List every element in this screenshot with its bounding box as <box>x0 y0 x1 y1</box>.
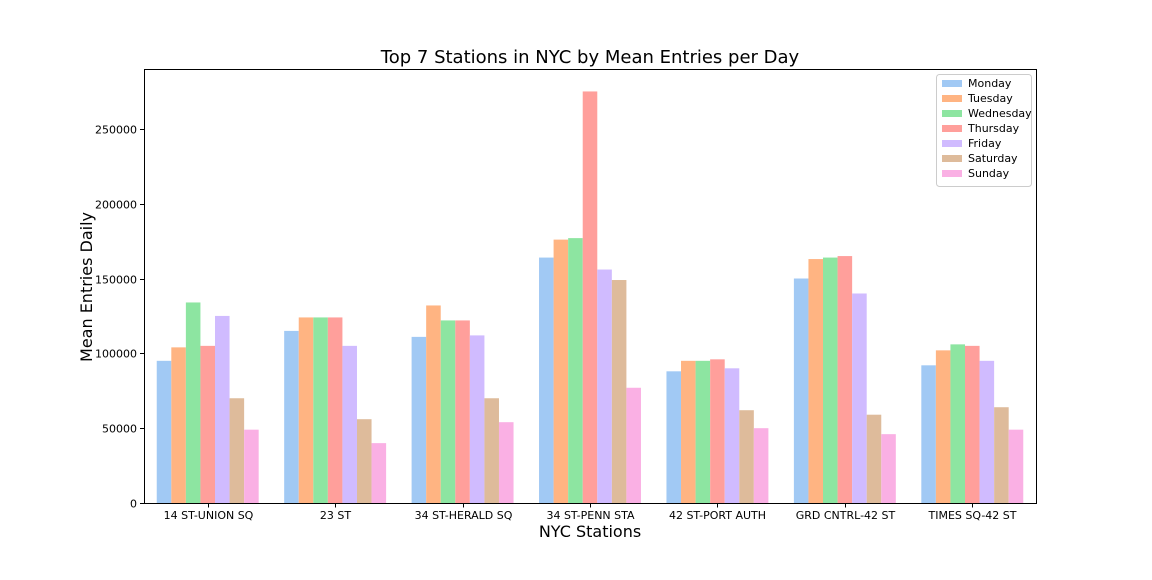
y-tick-label: 0 <box>130 498 137 511</box>
bar-sunday-7 <box>1008 429 1024 503</box>
bar-sunday-3 <box>498 422 514 503</box>
chart-title: Top 7 Stations in NYC by Mean Entries pe… <box>380 47 800 68</box>
legend-swatch-tuesday <box>942 95 962 102</box>
bar-monday-5 <box>666 371 682 503</box>
x-tick-label: 34 ST-PENN STA <box>546 509 635 522</box>
bar-monday-1 <box>156 360 172 503</box>
bar-friday-1 <box>214 315 230 503</box>
bar-wednesday-6 <box>823 257 838 503</box>
bar-friday-5 <box>724 368 740 503</box>
legend-swatch-wednesday <box>942 110 962 117</box>
x-axis: 14 ST-UNION SQ 23 ST 34 ST-HERALD SQ 34 ST-… <box>164 503 1017 522</box>
bar-tuesday-4 <box>553 239 569 503</box>
legend-label-wednesday: Wednesday <box>968 107 1032 120</box>
bar-saturday-5 <box>739 410 754 503</box>
bar-wednesday-2 <box>313 317 328 503</box>
bar-saturday-1 <box>229 398 245 503</box>
y-tick-label: 50000 <box>102 423 137 436</box>
bar-monday-6 <box>793 278 809 503</box>
bar-tuesday-7 <box>935 350 951 503</box>
bar-monday-3 <box>411 336 427 503</box>
y-tick-label: 200000 <box>95 199 137 212</box>
bar-friday-3 <box>469 335 485 503</box>
bar-saturday-4 <box>611 280 627 503</box>
bars-group <box>156 91 1024 503</box>
x-tick-label: TIMES SQ-42 ST <box>928 509 1017 522</box>
bar-thursday-6 <box>837 256 853 503</box>
bar-monday-2 <box>284 330 299 503</box>
bar-sunday-4 <box>626 387 641 503</box>
bar-thursday-5 <box>710 359 725 503</box>
bar-friday-4 <box>597 269 612 503</box>
legend-label-saturday: Saturday <box>968 152 1018 165</box>
y-tick-label: 100000 <box>95 348 137 361</box>
bar-sunday-1 <box>244 429 259 503</box>
legend-swatch-saturday <box>942 155 962 162</box>
bar-friday-6 <box>852 293 867 503</box>
bar-sunday-5 <box>753 428 769 503</box>
bar-thursday-7 <box>965 345 980 503</box>
legend-label-tuesday: Tuesday <box>967 92 1013 105</box>
legend-label-thursday: Thursday <box>967 122 1020 135</box>
bar-wednesday-1 <box>185 302 201 503</box>
bar-saturday-2 <box>356 419 372 503</box>
legend-swatch-thursday <box>942 125 962 132</box>
bar-thursday-3 <box>455 320 470 503</box>
y-tick-label: 150000 <box>95 274 137 287</box>
bar-tuesday-6 <box>808 259 824 503</box>
x-tick-label: 14 ST-UNION SQ <box>164 509 254 522</box>
x-axis-label: NYC Stations <box>539 522 641 541</box>
y-axis-label: Mean Entries Daily <box>77 212 96 362</box>
y-tick-label: 250000 <box>95 124 137 137</box>
bar-sunday-6 <box>881 434 896 503</box>
bar-monday-4 <box>539 257 554 503</box>
legend-swatch-monday <box>942 80 962 87</box>
bar-thursday-2 <box>327 317 343 503</box>
bar-saturday-3 <box>484 398 499 503</box>
bar-saturday-6 <box>866 414 882 503</box>
bar-wednesday-4 <box>568 238 583 503</box>
bar-saturday-7 <box>994 407 1009 503</box>
y-axis: 0 50000 100000 150000 200000 250000 <box>95 124 145 511</box>
bar-tuesday-2 <box>298 317 314 503</box>
bar-thursday-1 <box>200 345 215 503</box>
legend-swatch-friday <box>942 140 962 147</box>
bar-friday-7 <box>979 360 995 503</box>
legend: Monday Tuesday Wednesday Thursday Friday Satu… <box>936 74 1032 187</box>
bar-tuesday-3 <box>426 305 441 503</box>
bar-thursday-4 <box>582 91 598 503</box>
legend-label-sunday: Sunday <box>968 167 1010 180</box>
bar-friday-2 <box>342 345 357 503</box>
x-tick-label: 34 ST-HERALD SQ <box>415 509 513 522</box>
bar-wednesday-3 <box>440 320 456 503</box>
legend-label-monday: Monday <box>968 77 1012 90</box>
bar-tuesday-5 <box>681 360 696 503</box>
x-tick-label: 23 ST <box>320 509 351 522</box>
x-tick-label: 42 ST-PORT AUTH <box>669 509 766 522</box>
bar-monday-7 <box>921 365 936 503</box>
bar-wednesday-5 <box>695 360 711 503</box>
bar-tuesday-1 <box>171 347 186 503</box>
x-tick-label: GRD CNTRL-42 ST <box>796 509 896 522</box>
legend-label-friday: Friday <box>968 137 1002 150</box>
bar-sunday-2 <box>371 443 387 503</box>
legend-swatch-sunday <box>942 170 962 177</box>
bar-wednesday-7 <box>950 344 966 503</box>
